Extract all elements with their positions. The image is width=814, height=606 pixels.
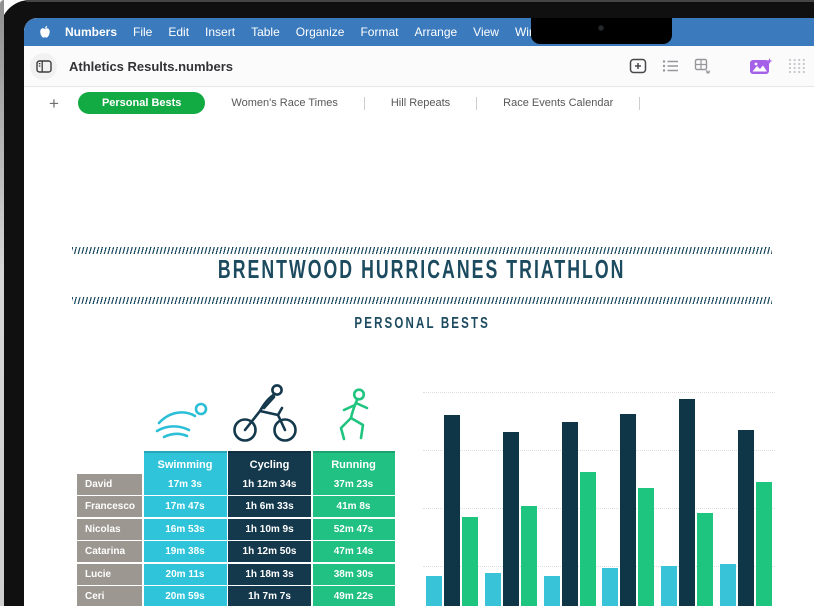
menu-item-organize[interactable]: Organize [295, 25, 345, 39]
running-icon[interactable] [330, 387, 376, 445]
table-cell[interactable]: 37m 23s [312, 473, 395, 495]
sheet-canvas: BRENTWOOD HURRICANES TRIATHLON PERSONAL … [24, 119, 814, 606]
bar-cycling-lucie [678, 398, 695, 606]
column-label: Swimming [157, 458, 213, 471]
row-header-catarina[interactable]: Catarina [77, 541, 142, 562]
row-header-francesco[interactable]: Francesco [77, 496, 142, 517]
bar-cycling-francesco [502, 432, 519, 606]
table-cell[interactable]: 1h 12m 50s [228, 541, 311, 562]
bar-chart[interactable] [423, 392, 775, 606]
decorative-hatch-line [72, 247, 772, 254]
cycling-icon[interactable] [232, 383, 298, 443]
table-cell[interactable]: 38m 30s [312, 563, 395, 585]
tab-divider [363, 96, 365, 110]
bar-swimming-ceri [719, 564, 736, 606]
bar-running-david [462, 516, 479, 606]
table-cell[interactable]: 17m 47s [143, 496, 227, 517]
bar-group-catarina [599, 393, 658, 606]
chart-gridline [423, 392, 775, 393]
table-cell[interactable]: 20m 11s [143, 563, 227, 585]
menu-item-insert[interactable]: Insert [205, 25, 236, 39]
sheet-subtitle: PERSONAL BESTS [354, 315, 490, 332]
tab-hill-repeats[interactable]: Hill Repeats [390, 97, 451, 109]
sidebar-icon [35, 59, 52, 73]
table-cell[interactable]: 1h 10m 9s [228, 518, 311, 540]
table-cell[interactable]: 47m 14s [312, 541, 395, 562]
dots-grid-icon[interactable] [788, 58, 806, 74]
bar-running-catarina [638, 488, 655, 606]
table-corner-cell [77, 451, 142, 472]
bar-swimming-nicolas [543, 576, 560, 606]
table-cell[interactable]: 20m 59s [143, 586, 227, 606]
bar-swimming-catarina [602, 568, 619, 606]
bar-cycling-david [444, 414, 461, 606]
table-cell[interactable]: 1h 6m 33s [228, 496, 311, 517]
sheet-tab-bar: + Personal Bests Women's Race Times Hill R… [24, 87, 814, 119]
add-sheet-button[interactable]: + [49, 93, 59, 113]
bar-cycling-catarina [620, 413, 637, 606]
table-icon[interactable] [694, 58, 711, 74]
menu-item-edit[interactable]: Edit [168, 25, 190, 39]
personal-bests-table: Swimming1500 mCycling40 kmRunning10 kmDa… [77, 451, 395, 606]
tab-personal-bests[interactable]: Personal Bests [77, 92, 206, 114]
table-cell[interactable]: 16m 53s [143, 518, 227, 540]
camera-icon [598, 25, 604, 31]
sidebar-toggle-button[interactable] [30, 52, 57, 80]
list-icon[interactable] [662, 59, 679, 73]
media-icon[interactable] [749, 57, 773, 75]
tab-race-events-calendar[interactable]: Race Events Calendar [503, 97, 614, 109]
table-cell[interactable]: 17m 3s [143, 473, 227, 495]
table-cell[interactable]: 52m 47s [312, 518, 395, 540]
row-header-nicolas[interactable]: Nicolas [77, 518, 142, 540]
bar-group-nicolas [540, 393, 599, 606]
chart-gridline [423, 508, 775, 509]
menu-item-table[interactable]: Table [251, 25, 280, 39]
table-cell[interactable]: 1h 7m 7s [228, 586, 311, 606]
menu-bar: Numbers File Edit Insert Table Organize Forma… [24, 18, 814, 46]
bar-group-david [423, 393, 482, 606]
menu-item-view[interactable]: View [473, 25, 499, 39]
bar-running-francesco [520, 505, 537, 606]
bar-cycling-ceri [737, 430, 754, 606]
bar-running-lucie [696, 513, 713, 606]
chart-gridline [423, 566, 775, 567]
swimming-icon[interactable] [152, 399, 216, 441]
tab-divider [476, 96, 478, 110]
row-header-ceri[interactable]: Ceri [77, 586, 142, 606]
bar-swimming-lucie [660, 566, 677, 606]
menu-item-file[interactable]: File [133, 25, 153, 39]
column-label: Running [331, 458, 376, 471]
bar-running-nicolas [579, 471, 596, 606]
document-toolbar: Athletics Results.numbers [24, 46, 814, 87]
tab-divider [639, 96, 641, 110]
menu-item-arrange[interactable]: Arrange [414, 25, 458, 39]
apple-menu-icon[interactable] [38, 25, 51, 40]
display: Numbers File Edit Insert Table Organize Forma… [24, 18, 814, 606]
table-cell[interactable]: 41m 8s [312, 496, 395, 517]
bar-cycling-nicolas [561, 421, 578, 606]
row-header-david[interactable]: David [77, 473, 142, 495]
menu-item-format[interactable]: Format [360, 25, 399, 39]
document-title[interactable]: Athletics Results.numbers [69, 58, 233, 74]
table-cell[interactable]: 19m 38s [143, 541, 227, 562]
bar-swimming-francesco [484, 573, 501, 606]
table-cell[interactable]: 1h 18m 3s [228, 563, 311, 585]
row-header-lucie[interactable]: Lucie [77, 563, 142, 585]
menu-item-app[interactable]: Numbers [65, 25, 118, 39]
bar-swimming-david [426, 575, 443, 606]
bar-group-francesco [482, 393, 541, 606]
sheet-title: BRENTWOOD HURRICANES TRIATHLON [218, 254, 626, 284]
display-notch [531, 18, 672, 44]
bar-running-ceri [755, 481, 772, 606]
column-label: Cycling [249, 458, 290, 471]
chart-gridline [423, 450, 775, 451]
tab-women-s-race-times[interactable]: Women's Race Times [231, 97, 338, 109]
table-cell[interactable]: 49m 22s [312, 586, 395, 606]
decorative-hatch-line [72, 297, 772, 304]
insert-textbox-icon[interactable] [629, 58, 647, 74]
bar-group-ceri [716, 393, 775, 606]
table-cell[interactable]: 1h 12m 34s [228, 473, 311, 495]
bar-group-lucie [658, 393, 717, 606]
